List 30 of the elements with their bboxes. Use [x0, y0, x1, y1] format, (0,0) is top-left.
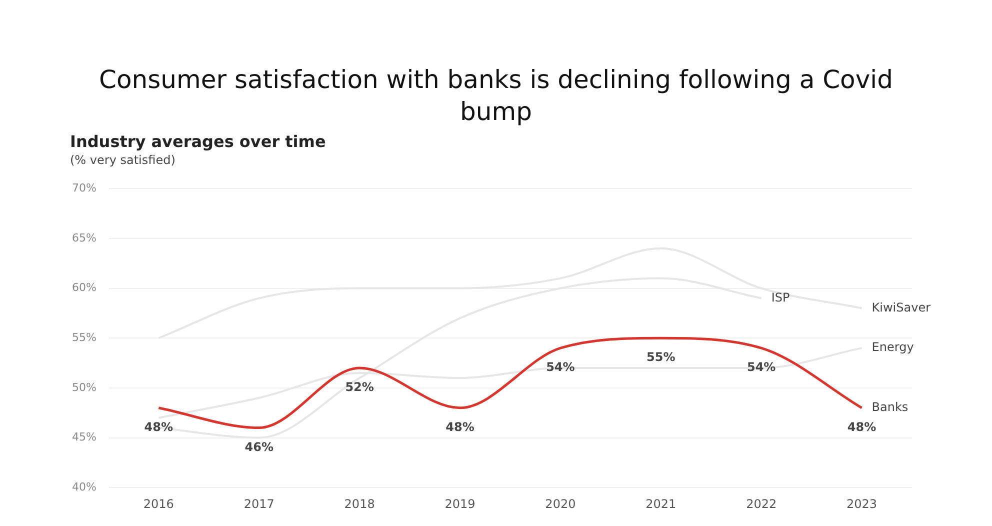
x-tick-label: 2022 [746, 496, 777, 511]
chart-subtitle: Industry averages over time [70, 132, 326, 151]
data-label: 48% [144, 420, 174, 434]
x-tick-label: 2016 [143, 496, 174, 511]
chart-title: Consumer satisfaction with banks is declining following a Covid bump [98, 64, 894, 128]
series-label: KiwiSaver [872, 300, 931, 314]
x-tick-label: 2023 [846, 496, 878, 511]
y-tick-label: 55% [72, 330, 96, 344]
data-label: 48% [446, 420, 474, 434]
data-label: 48% [847, 420, 876, 434]
x-tick-label: 2019 [444, 496, 476, 511]
x-tick-label: 2017 [244, 496, 274, 511]
x-tick-label: 2020 [545, 496, 576, 511]
series-label: ISP [771, 290, 790, 304]
y-tick-label: 60% [72, 281, 96, 294]
data-label: 46% [244, 440, 274, 454]
data-label: 54% [746, 360, 776, 374]
y-tick-label: 70% [72, 181, 96, 194]
series-label: Banks [872, 400, 908, 414]
x-tick-label: 2021 [646, 496, 676, 511]
y-tick-label: 65% [72, 231, 96, 244]
y-axis-title: (% very satisfied) [70, 153, 176, 167]
data-label: 54% [546, 360, 575, 374]
y-tick-label: 50% [72, 380, 96, 394]
y-tick-label: 40% [72, 480, 96, 494]
series-label: Energy [872, 340, 914, 354]
data-label: 55% [646, 350, 676, 364]
data-label: 52% [345, 380, 374, 394]
y-tick-label: 45% [72, 430, 96, 444]
x-tick-label: 2018 [344, 496, 375, 511]
